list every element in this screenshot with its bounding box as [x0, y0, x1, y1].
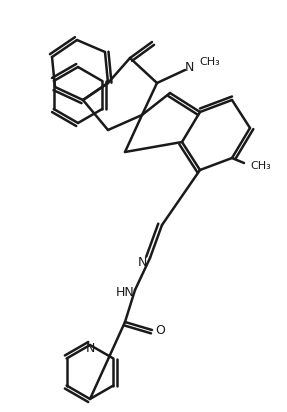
Text: CH₃: CH₃: [250, 161, 271, 171]
Text: O: O: [155, 323, 165, 337]
Text: CH₃: CH₃: [199, 57, 220, 67]
Text: HN: HN: [116, 286, 134, 299]
Text: N: N: [184, 61, 194, 73]
Text: N: N: [85, 342, 95, 356]
Text: N: N: [137, 255, 147, 269]
